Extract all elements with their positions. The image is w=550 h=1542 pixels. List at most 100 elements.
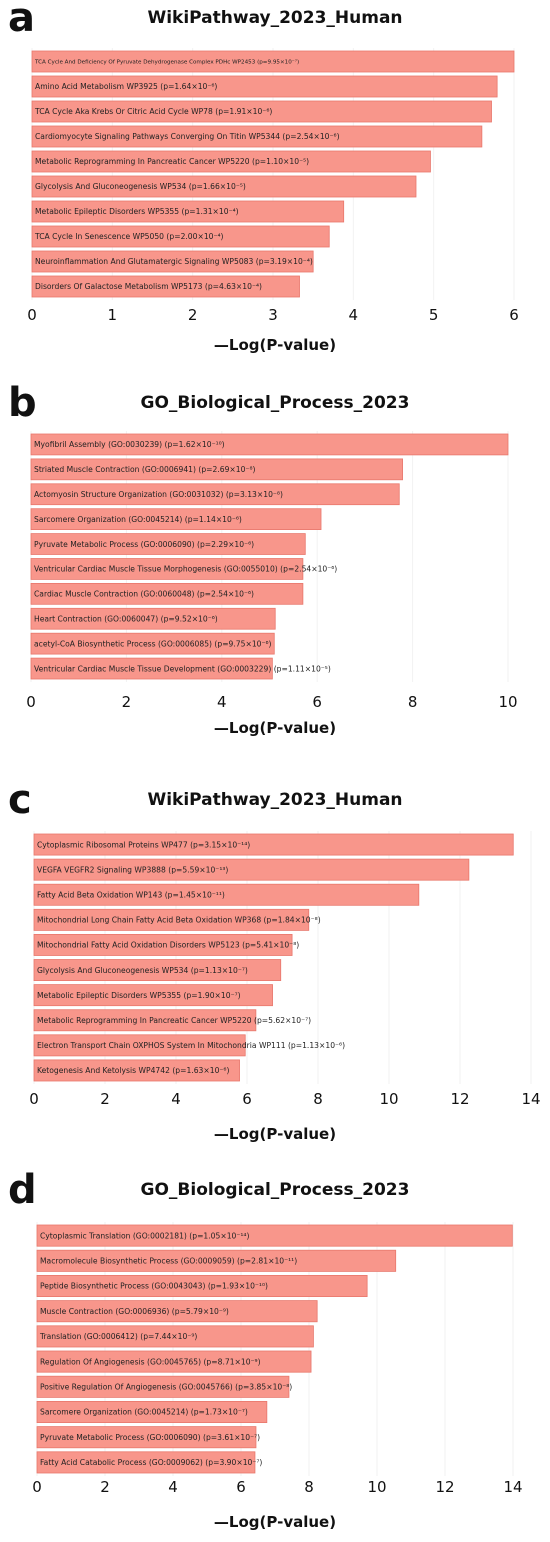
x-tick-label: 10 [498, 693, 517, 711]
bar [31, 150, 431, 173]
bar-label: acetyl-CoA Biosynthetic Process (GO:0006… [34, 639, 272, 648]
x-tick-label: 8 [313, 1090, 323, 1108]
bar-label: Metabolic Epileptic Disorders WP5355 (p=… [37, 991, 241, 1000]
bar-label: TCA Cycle And Deficiency Of Pyruvate Deh… [34, 59, 299, 66]
bar [31, 225, 330, 248]
bar-label: Electron Transport Chain OXPHOS System I… [37, 1041, 345, 1050]
x-axis-label: —Log(P-value) [213, 719, 337, 737]
bar-chart: TCA Cycle And Deficiency Of Pyruvate Deh… [27, 48, 519, 324]
bar-chart: Myofibril Assembly (GO:0030239) (p=1.62×… [26, 431, 518, 711]
x-tick-label: 6 [236, 1478, 246, 1496]
bar [31, 250, 314, 273]
bar [36, 1224, 513, 1247]
x-tick-label: 6 [312, 693, 322, 711]
bar [33, 1059, 240, 1082]
bar [31, 275, 300, 298]
panel-letter: a [8, 0, 35, 41]
x-tick-label: 12 [450, 1090, 469, 1108]
bar-label: Ventricular Cardiac Muscle Tissue Develo… [34, 664, 331, 673]
x-tick-label: 2 [100, 1090, 110, 1108]
x-tick-label: 3 [268, 306, 278, 324]
panel-a: a WikiPathway_2023_Human TCA Cycle And D… [0, 0, 550, 380]
bar [30, 657, 273, 680]
bar-label: VEGFA VEGFR2 Signaling WP3888 (p=5.59×10… [37, 865, 228, 874]
x-tick-label: 6 [242, 1090, 252, 1108]
x-tick-label: 5 [429, 306, 439, 324]
bar-label: Myofibril Assembly (GO:0030239) (p=1.62×… [34, 440, 225, 449]
bar-label: Sarcomere Organization (GO:0045214) (p=1… [40, 1408, 248, 1417]
bar-label: Cytoplasmic Translation (GO:0002181) (p=… [40, 1231, 249, 1240]
x-tick-label: 0 [32, 1478, 42, 1496]
bar-label: Actomyosin Structure Organization (GO:00… [34, 490, 283, 499]
bar-label: Metabolic Epileptic Disorders WP5355 (p=… [35, 207, 239, 216]
bar-label: Striated Muscle Contraction (GO:0006941)… [34, 465, 255, 474]
bar-label: Ventricular Cardiac Muscle Tissue Morpho… [34, 565, 337, 574]
bar [31, 200, 345, 223]
x-tick-label: 2 [122, 693, 132, 711]
bar [30, 433, 509, 456]
panel-letter: c [8, 777, 32, 823]
bar [33, 833, 514, 856]
bar [36, 1451, 256, 1474]
bar [33, 1009, 257, 1032]
bar-label: Ketogenesis And Ketolysis WP4742 (p=1.63… [37, 1066, 229, 1075]
x-tick-label: 4 [349, 306, 359, 324]
x-tick-label: 14 [521, 1090, 540, 1108]
bar [30, 607, 276, 630]
bar-label: Disorders Of Galactose Metabolism WP5173… [35, 282, 262, 291]
bar [36, 1426, 257, 1449]
bar [31, 75, 498, 98]
x-tick-label: 1 [108, 306, 118, 324]
chart-title: GO_Biological_Process_2023 [140, 393, 410, 413]
x-tick-label: 4 [168, 1478, 178, 1496]
x-tick-label: 10 [379, 1090, 398, 1108]
panel-b: b GO_Biological_Process_2023 Myofibril A… [0, 383, 550, 770]
bar [36, 1249, 397, 1272]
bar-label: Metabolic Reprogramming In Pancreatic Ca… [35, 157, 309, 166]
x-axis-label: —Log(P-value) [213, 1125, 337, 1143]
bar [30, 632, 275, 655]
bar [36, 1350, 312, 1373]
bar [30, 458, 403, 481]
bar [33, 858, 470, 881]
x-axis-label: —Log(P-value) [213, 336, 337, 354]
bar-label: Peptide Biosynthetic Process (GO:0043043… [40, 1282, 268, 1291]
bar-label: Muscle Contraction (GO:0006936) (p=5.79×… [40, 1307, 229, 1316]
x-tick-label: 10 [367, 1478, 386, 1496]
panel-d: d GO_Biological_Process_2023 Cytoplasmic… [0, 1170, 550, 1542]
x-tick-label: 6 [509, 306, 519, 324]
bar [31, 50, 515, 73]
bar-label: Regulation Of Angiogenesis (GO:0045765) … [40, 1357, 261, 1366]
bar [36, 1400, 268, 1423]
bar [30, 508, 322, 530]
bar [33, 959, 282, 982]
x-tick-label: 14 [503, 1478, 522, 1496]
x-axis-label: —Log(P-value) [213, 1513, 337, 1531]
bar-label: Pyruvate Metabolic Process (GO:0006090) … [34, 540, 254, 549]
x-tick-label: 4 [171, 1090, 181, 1108]
x-tick-label: 0 [27, 306, 37, 324]
bar-label: TCA Cycle In Senescence WP5050 (p=2.00×1… [34, 232, 224, 241]
bar [31, 175, 417, 198]
x-tick-label: 0 [26, 693, 36, 711]
bar [30, 558, 304, 580]
x-tick-label: 12 [435, 1478, 454, 1496]
chart-title: GO_Biological_Process_2023 [140, 1180, 410, 1200]
x-tick-label: 4 [217, 693, 227, 711]
bar [36, 1275, 368, 1298]
bar [33, 908, 310, 931]
bar-label: Pyruvate Metabolic Process (GO:0006090) … [40, 1433, 260, 1442]
bar-chart: Cytoplasmic Ribosomal Proteins WP477 (p=… [29, 831, 541, 1108]
bar [30, 483, 400, 506]
bar-label: Glycolysis And Gluconeogenesis WP534 (p=… [37, 966, 248, 975]
bar-label: Cardiomyocyte Signaling Pathways Converg… [35, 132, 340, 141]
bar-label: Positive Regulation Of Angiogenesis (GO:… [40, 1383, 292, 1392]
bar-label: Fatty Acid Beta Oxidation WP143 (p=1.45×… [37, 890, 225, 899]
bar [33, 933, 293, 956]
x-tick-label: 0 [29, 1090, 39, 1108]
panel-c: c WikiPathway_2023_Human Cytoplasmic Rib… [0, 777, 550, 1167]
bar [36, 1375, 290, 1398]
bar-label: Mitochondrial Long Chain Fatty Acid Beta… [37, 916, 321, 925]
bar-label: Cardiac Muscle Contraction (GO:0060048) … [34, 590, 254, 599]
bar [31, 100, 492, 123]
